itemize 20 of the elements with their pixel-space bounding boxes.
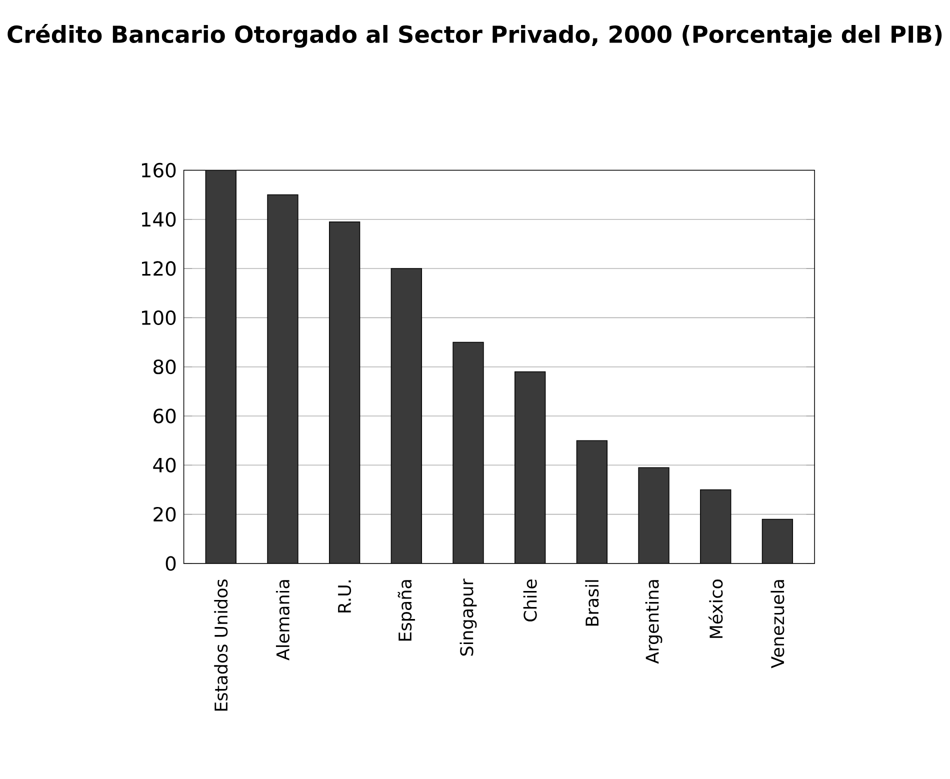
x-tick-label: Chile (523, 580, 537, 622)
y-tick-label: 20 (154, 506, 176, 522)
x-tick-label: Singapur (460, 578, 477, 656)
x-tick-label: México (708, 580, 723, 638)
x-tick-label: España (398, 580, 416, 641)
y-tick-label: 0 (166, 556, 176, 571)
chart-title: Crédito Bancario Otorgado al Sector Privado, 2000 (Porcentaje del PIB) (8, 24, 942, 48)
x-tick-label: Venezuela (770, 580, 784, 668)
x-tick-label: Argentina (645, 580, 662, 664)
y-tick-label: 140 (142, 212, 176, 227)
y-tick-label: 80 (154, 360, 176, 374)
x-tick-label: R.U. (338, 580, 352, 612)
x-tick-label: Alemania (276, 580, 290, 660)
y-tick-label: 40 (153, 458, 176, 473)
x-tick-label: Brasil (585, 580, 599, 626)
y-tick-label: 120 (142, 261, 176, 276)
y-tick-label: 160 (142, 162, 176, 178)
y-tick-label: 60 (154, 408, 176, 424)
x-tick-label: Estados Unidos (214, 580, 228, 711)
y-tick-label: 100 (142, 310, 176, 326)
